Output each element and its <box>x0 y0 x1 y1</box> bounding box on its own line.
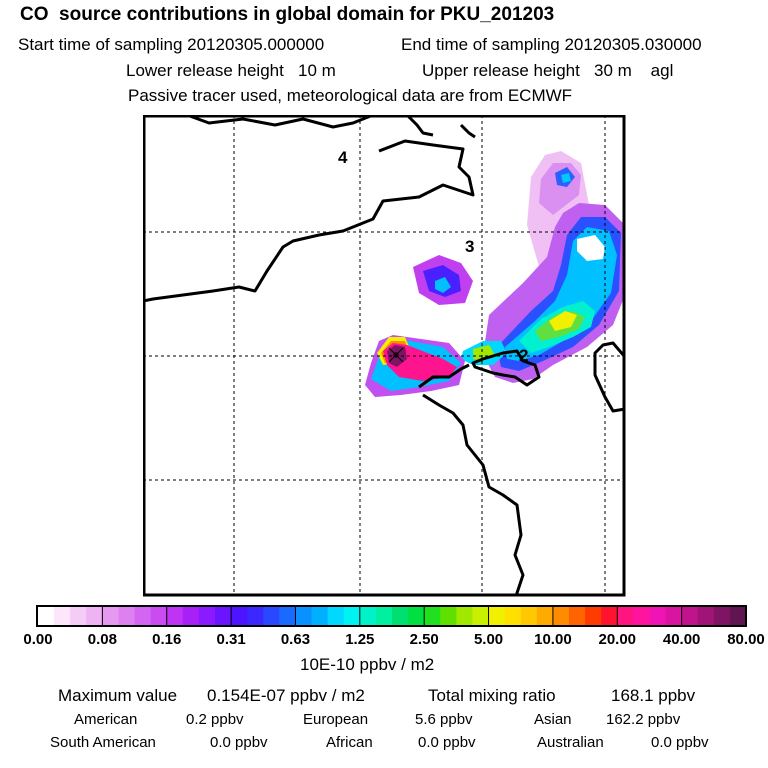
source-value: 0.2 ppbv <box>186 711 244 728</box>
colorbar-cell <box>665 606 683 626</box>
colorbar-cell <box>54 606 71 626</box>
colorbar-tick-label: 0.63 <box>280 631 311 648</box>
source-value: 0.0 ppbv <box>418 734 476 751</box>
source-value: 5.6 ppbv <box>415 711 473 728</box>
colorbar-cell <box>359 606 377 626</box>
source-name: European <box>303 711 369 728</box>
colorbar-tick-label: 40.00 <box>662 631 701 648</box>
day-label: 2 <box>519 346 528 365</box>
colorbar-tick-label: 0.31 <box>216 631 246 648</box>
lower-release-height: Lower release height 10 m <box>126 61 336 80</box>
colorbar-tick-label: 1.25 <box>345 631 375 648</box>
colorbar-cell <box>649 606 666 626</box>
colorbar-cell <box>38 606 55 626</box>
colorbar-tick-label: 5.00 <box>473 631 504 648</box>
colorbar-cell <box>86 606 103 626</box>
concentration-field <box>365 151 625 397</box>
colorbar-cell <box>150 606 168 626</box>
colorbar-cell <box>231 606 248 626</box>
total-mixing-ratio-value: 168.1 ppbv <box>611 686 696 705</box>
colorbar-cell <box>198 606 216 626</box>
colorbar-cell <box>279 606 296 626</box>
colorbar-cell <box>247 606 264 626</box>
colorbar-cell <box>472 606 489 626</box>
colorbar-cell <box>70 606 87 626</box>
source-value: 162.2 ppbv <box>606 711 681 728</box>
source-name: Asian <box>534 711 572 728</box>
colorbar-cell <box>166 606 184 626</box>
colorbar-cell <box>681 606 699 626</box>
colorbar-cell <box>263 606 280 626</box>
colorbar-cell <box>729 606 747 626</box>
colorbar-tick-label: 0.00 <box>23 631 53 648</box>
source-value: 0.0 ppbv <box>210 734 268 751</box>
colorbar-cell <box>488 606 506 626</box>
colorbar-cell <box>424 606 441 626</box>
colorbar-cell <box>375 606 393 626</box>
colorbar-cell <box>134 606 152 626</box>
day-label: 3 <box>465 237 474 256</box>
source-name: Australian <box>537 734 604 751</box>
colorbar-units: 10E-10 ppbv / m2 <box>300 655 435 674</box>
colorbar <box>36 605 747 627</box>
colorbar-cell <box>295 606 312 626</box>
colorbar-tick-label: 10.00 <box>534 631 572 648</box>
colorbar-tick-label: 2.50 <box>409 631 439 648</box>
colorbar-cell <box>536 606 554 626</box>
start-time-label: Start time of sampling 20120305.000000 <box>18 35 325 54</box>
colorbar-cell <box>102 606 119 626</box>
colorbar-cell <box>552 606 570 626</box>
upper-release-height: Upper release height 30 m agl <box>422 61 674 80</box>
max-value: 0.154E-07 ppbv / m2 <box>207 686 365 705</box>
source-name: African <box>326 734 373 751</box>
colorbar-cell <box>585 606 602 626</box>
colorbar-tick-label: 0.08 <box>87 631 117 648</box>
colorbar-cell <box>311 606 329 626</box>
colorbar-cell <box>697 606 715 626</box>
colorbar-cell <box>569 606 586 626</box>
end-time-label: End time of sampling 20120305.030000 <box>401 35 702 54</box>
map-gridlines <box>143 115 625 596</box>
colorbar-cell <box>601 606 618 626</box>
colorbar-cell <box>504 606 522 626</box>
map-frame <box>143 115 626 597</box>
colorbar-cell <box>118 606 135 626</box>
source-name: South American <box>50 734 156 751</box>
colorbar-cell <box>327 606 345 626</box>
max-value-label: Maximum value <box>58 686 178 705</box>
colorbar-cell <box>392 606 409 626</box>
colorbar-cell <box>633 606 650 626</box>
passive-tracer-note: Passive tracer used, meteorological data… <box>128 86 573 105</box>
colorbar-cell <box>215 606 232 626</box>
total-mixing-ratio-label: Total mixing ratio <box>428 686 556 705</box>
release-point-marker <box>388 347 404 363</box>
colorbar-cell <box>440 606 457 626</box>
plot-title: CO source contributions in global domain… <box>20 4 555 25</box>
footprint-map: 4 3 2 <box>143 115 626 597</box>
colorbar-tick-label: 80.00 <box>727 631 765 648</box>
colorbar-cell <box>408 606 425 626</box>
colorbar-tick-label: 0.16 <box>152 631 182 648</box>
day-label: 4 <box>338 148 348 167</box>
colorbar-cell <box>182 606 200 626</box>
colorbar-cell <box>617 606 634 626</box>
colorbar-cell <box>520 606 538 626</box>
colorbar-tick-label: 20.00 <box>598 631 637 648</box>
coastlines <box>143 115 625 596</box>
colorbar-cell <box>343 606 361 626</box>
colorbar-cell <box>456 606 473 626</box>
source-name: American <box>74 711 138 728</box>
source-value: 0.0 ppbv <box>651 734 709 751</box>
colorbar-cell <box>713 606 731 626</box>
